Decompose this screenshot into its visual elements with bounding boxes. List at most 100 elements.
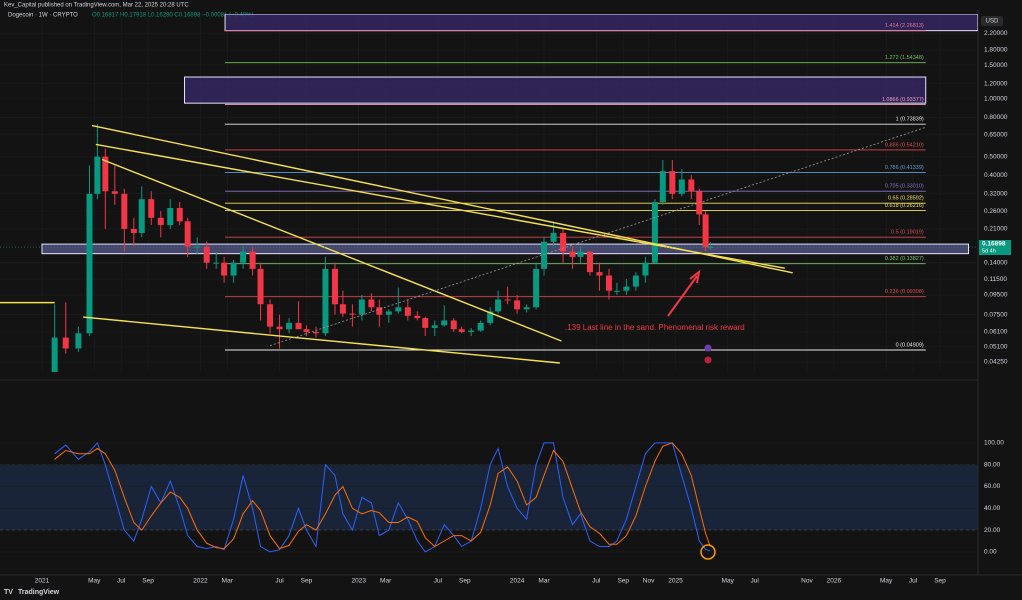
y-tick-label: 0.40000 xyxy=(984,172,1008,179)
candle-body xyxy=(130,228,137,233)
y-tick-label: 1.50000 xyxy=(984,62,1008,69)
x-tick-label: Jul xyxy=(275,578,284,585)
x-tick-label: 2023 xyxy=(351,578,366,585)
fib-label: 0.382 (0.13827) xyxy=(885,256,924,262)
y-tick-label: 1.00000 xyxy=(984,96,1008,103)
candle-body xyxy=(148,199,155,218)
candle-body xyxy=(86,193,93,334)
y-tick-label: 0.32000 xyxy=(984,191,1008,198)
y-tick-label: 2.20000 xyxy=(984,30,1008,37)
x-tick-label: Sep xyxy=(459,578,471,585)
candle-body xyxy=(441,320,448,326)
currency: USD xyxy=(986,19,999,25)
stoch-pane xyxy=(0,441,978,553)
candle-body xyxy=(257,268,264,305)
y-tick-label: 80.00 xyxy=(984,461,1001,468)
y-tick-label: 0.14000 xyxy=(984,259,1008,266)
candle-body xyxy=(550,232,557,242)
candle-body xyxy=(458,329,465,332)
fib-label: 1 (0.73839) xyxy=(896,117,924,123)
x-tick-label: 2025 xyxy=(668,578,683,585)
y-tick-label: 0.06100 xyxy=(984,329,1008,336)
x-tick-label: Nov xyxy=(643,578,655,585)
candle-body xyxy=(286,322,293,330)
candle-body xyxy=(121,193,128,229)
candle-body xyxy=(688,179,695,192)
zone xyxy=(184,76,927,104)
event-icon xyxy=(704,356,712,364)
brand-logo: TV xyxy=(4,589,13,596)
x-tick-label: 2026 xyxy=(827,578,842,585)
y-tick-label: 0.11500 xyxy=(984,276,1007,283)
candle-body xyxy=(586,251,593,273)
x-tick-label: Sep xyxy=(934,578,946,585)
candle-body xyxy=(213,262,220,264)
candle-body xyxy=(184,221,191,247)
x-tick-label: Mar xyxy=(380,578,392,585)
candle-body xyxy=(276,326,283,330)
candle-body xyxy=(414,315,421,319)
price-pane: 1.414 (2.26813) 1.272 (1.54348) 1.0866 (0.… xyxy=(0,14,978,372)
fib-label: 0.5 (0.19019) xyxy=(891,230,924,236)
candle-body xyxy=(267,304,274,327)
y-tick-label: 0.07500 xyxy=(984,311,1008,318)
candle-body xyxy=(230,262,237,276)
x-tick-label: Sep xyxy=(617,578,629,585)
fib-label: 1.414 (2.26813) xyxy=(885,23,924,29)
y-tick-label: 0.04250 xyxy=(984,359,1008,366)
ohlc: O0.16817 H0.17918 L0.16280 C0.16898 −0.0… xyxy=(92,13,253,19)
candle-body xyxy=(295,322,302,330)
candle-body xyxy=(176,207,183,222)
candle-body xyxy=(541,241,548,269)
candle-body xyxy=(450,320,457,330)
candle-body xyxy=(331,268,338,305)
candle-body xyxy=(642,262,649,276)
x-tick-label: May xyxy=(88,578,101,585)
candle-body xyxy=(62,337,69,349)
candle-body xyxy=(659,171,666,203)
candle-body xyxy=(422,318,429,328)
publisher: Kev_Capital published on TradingView.com… xyxy=(4,3,189,9)
y-tick-label: 60.00 xyxy=(984,483,1001,490)
y-tick-label: 40.00 xyxy=(984,505,1001,512)
candle-body xyxy=(157,217,164,226)
arrow xyxy=(667,269,701,317)
y-tick-label: 0.65000 xyxy=(984,131,1008,138)
y-tick-label: 0.09500 xyxy=(984,292,1008,299)
candle-body xyxy=(669,171,676,194)
candle-body xyxy=(312,331,319,334)
x-tick-label: Jul xyxy=(751,578,760,585)
candle-body xyxy=(613,290,620,292)
y-tick-label: 0.05100 xyxy=(984,344,1008,351)
trendline xyxy=(269,126,926,347)
candle-body xyxy=(249,251,256,269)
fib-label: 0.886 (0.54210) xyxy=(885,142,924,148)
candle-body xyxy=(194,246,201,248)
fib-label: 0 (0.04909) xyxy=(896,342,924,348)
candle-body xyxy=(495,299,502,312)
candle-body xyxy=(339,304,346,314)
candle-body xyxy=(596,272,603,276)
event-icon xyxy=(704,344,712,352)
fib-label: 0.65 (0.28592) xyxy=(888,196,924,202)
candle-body xyxy=(651,202,658,263)
x-tick-label: 2021 xyxy=(35,578,50,585)
fib-label: 0.236 (0.09308) xyxy=(885,289,924,295)
band xyxy=(0,464,978,531)
x-tick-label: May xyxy=(880,578,893,585)
candle-body xyxy=(560,232,567,252)
candle-body xyxy=(577,251,584,257)
last-price: 0.16898 xyxy=(982,241,1006,248)
candle-body xyxy=(111,191,118,194)
candle-body xyxy=(138,199,145,233)
y-tick-label: 0.50000 xyxy=(984,153,1008,160)
stoch-line xyxy=(54,442,711,550)
x-tick-label: Mar xyxy=(222,578,234,585)
y-tick-label: 1.80000 xyxy=(984,47,1008,54)
currency-box xyxy=(981,16,1003,26)
candle-body xyxy=(468,330,475,332)
axes: 2.20000 1.80000 1.50000 1.20000 1.00000 0.800… xyxy=(35,30,1011,585)
candle-body xyxy=(322,268,329,334)
fib-label: 1.272 (1.54348) xyxy=(885,55,924,61)
